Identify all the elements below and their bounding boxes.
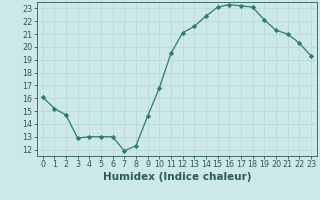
- X-axis label: Humidex (Indice chaleur): Humidex (Indice chaleur): [102, 172, 251, 182]
